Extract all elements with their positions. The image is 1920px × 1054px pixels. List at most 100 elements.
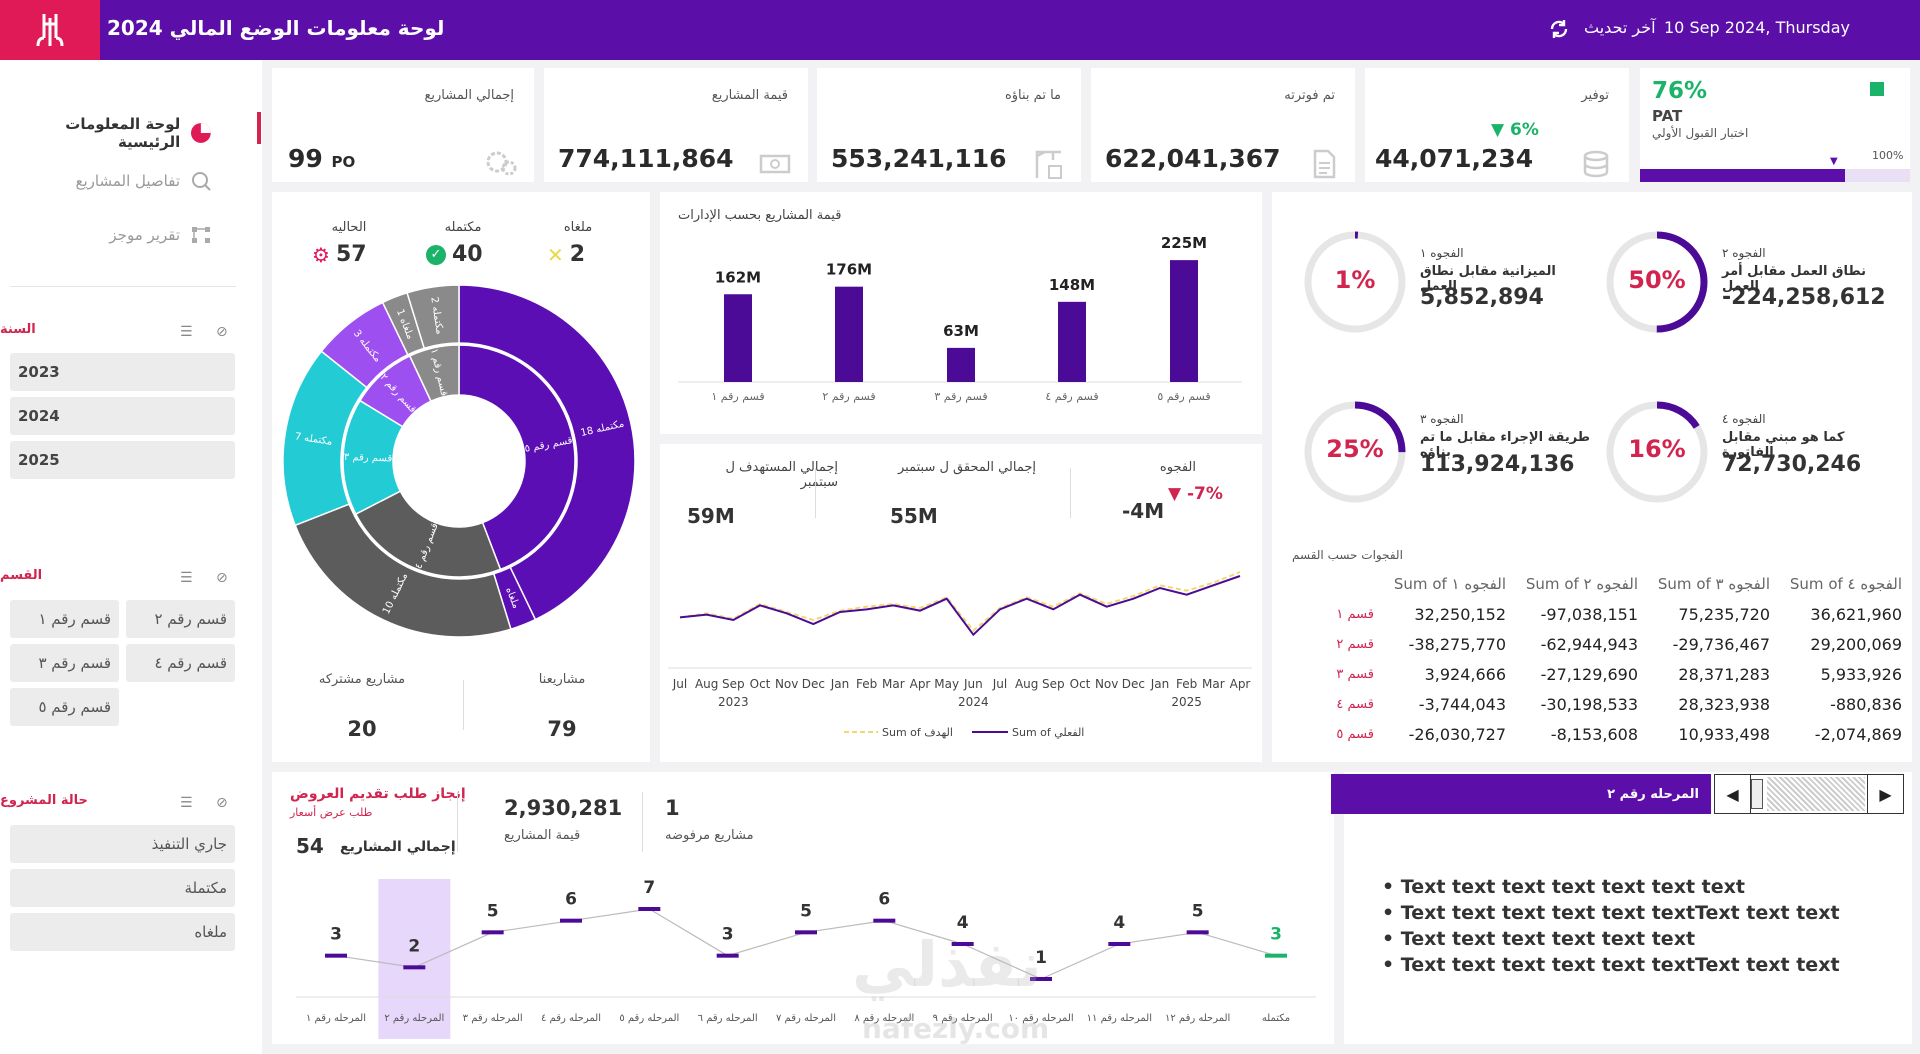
kpi-label: توفير xyxy=(1581,88,1609,103)
bar xyxy=(835,286,863,382)
clear-filter-icon[interactable]: ⊘ xyxy=(216,324,228,340)
x-tick-label: قسم رقم ٤ xyxy=(1045,390,1098,403)
x-tick-label: Nov xyxy=(775,677,798,691)
target-value: 59M xyxy=(687,504,735,528)
slicer-year-2025[interactable]: 2025 xyxy=(10,441,235,479)
cell: -29,736,467 xyxy=(1672,634,1770,654)
x-tick-label: Aug xyxy=(1015,677,1038,691)
search-chart-icon xyxy=(192,172,211,191)
nav-label: لوحة المعلومات الرئيسية xyxy=(65,115,181,151)
multi-select-icon[interactable]: ☰ xyxy=(180,324,193,340)
money-icon xyxy=(758,148,792,182)
divider xyxy=(642,792,643,852)
cell: -2,074,869 xyxy=(1814,724,1902,744)
year-label: 2024 xyxy=(958,695,989,709)
savings-delta: ▼ 6% xyxy=(1491,120,1539,140)
bar-value-label: 162M xyxy=(715,268,761,286)
kpi-value: 622,041,367 xyxy=(1105,144,1281,173)
x-tick-label: Apr xyxy=(910,677,931,691)
nav-main-dashboard[interactable]: لوحة المعلومات الرئيسية xyxy=(0,115,212,151)
status-cancelled: ✕ 2 xyxy=(547,242,586,267)
slicer-status-cancelled[interactable]: ملغاه xyxy=(10,913,235,951)
app-logo[interactable] xyxy=(0,0,100,60)
gaps-card: 1% الفجوه ١ الميزانية مقابل نطاق العمل 5… xyxy=(1272,192,1912,762)
gauge-2-pct: 50% xyxy=(1628,266,1686,294)
clear-filter-icon[interactable]: ⊘ xyxy=(216,570,228,586)
gear-icon: ⚙ xyxy=(312,242,330,267)
stage-scroll-track[interactable] xyxy=(1767,777,1865,811)
x-tick-label: Jul xyxy=(672,677,687,691)
x-tick-label: المرحله رقم ١ xyxy=(306,1013,366,1024)
stage-marker xyxy=(481,930,504,935)
stage-value-label: قيمة المشاريع xyxy=(504,828,581,843)
divider xyxy=(1070,468,1071,518)
stage-scrollbar[interactable]: ◀ ▶ xyxy=(1714,774,1904,814)
cell: 10,933,498 xyxy=(1678,724,1770,744)
cell: -3,744,043 xyxy=(1418,694,1506,714)
column-header: Sum of الفجوه ٤ xyxy=(1789,575,1902,593)
cross-icon: ✕ xyxy=(547,242,564,267)
bar-value-label: 176M xyxy=(826,261,872,279)
multi-select-icon[interactable]: ☰ xyxy=(180,795,193,811)
kpi-card-total-projects: إجمالي المشاريع 99 PO xyxy=(272,68,534,182)
legend-label: Sum of الفعلي xyxy=(1012,726,1084,739)
nav-summary-report[interactable]: تقرير موجز xyxy=(109,224,212,246)
stage-scroll-thumb[interactable] xyxy=(1751,779,1763,809)
stage-marker xyxy=(1186,930,1209,935)
slicer-status-in-progress[interactable]: جاري التنفيذ xyxy=(10,825,235,863)
stage-next-button[interactable]: ▶ xyxy=(1867,775,1903,813)
slicer-section-5[interactable]: قسم رقم ٥ xyxy=(10,688,119,726)
cell: -38,275,770 xyxy=(1408,634,1506,654)
gauge-2-title: نطاق العمل مقابل أمر العمل xyxy=(1722,264,1866,294)
bar-chart-title: قيمة المشاريع بحسب الإدارات xyxy=(678,208,842,223)
highlight-band xyxy=(378,879,451,1039)
x-tick-label: Feb xyxy=(856,677,877,691)
shared-projects-label: مشاريع مشتركه xyxy=(318,672,406,687)
gauge-1-pct: 1% xyxy=(1334,266,1376,294)
stage-prev-button[interactable]: ◀ xyxy=(1715,775,1751,813)
x-tick-label: Mar xyxy=(882,677,905,691)
our-projects-label: مشاريعنا xyxy=(538,672,586,687)
stage-value-label: 6 xyxy=(878,890,890,910)
column-header: Sum of الفجوه ١ xyxy=(1393,575,1506,593)
stage-selector-label[interactable]: المرحله رقم ٢ xyxy=(1331,774,1711,814)
clear-filter-icon[interactable]: ⊘ xyxy=(216,795,228,811)
status-cancelled-label: ملغاه xyxy=(563,220,593,235)
target-label: إجمالي المستهدف ل سبتمبر xyxy=(725,460,838,490)
sunburst-segment xyxy=(458,284,636,621)
kpi-label: إجمالي المشاريع xyxy=(424,88,514,103)
bar xyxy=(1058,301,1086,382)
gears-icon xyxy=(484,148,518,182)
refresh-icon[interactable] xyxy=(1548,18,1570,40)
gap-pct: ▼ -7% xyxy=(1168,484,1223,504)
x-tick-label: قسم رقم ٥ xyxy=(1157,390,1210,403)
bar xyxy=(1170,260,1198,382)
pat-percent: 76% xyxy=(1652,78,1708,104)
gaps-table-header: Sum of الفجوه ١ Sum of الفجوه ٢ Sum of ا… xyxy=(1290,569,1902,599)
multi-select-icon[interactable]: ☰ xyxy=(180,570,193,586)
cell: -880,836 xyxy=(1830,694,1902,714)
slicer-section-2[interactable]: قسم رقم ٢ xyxy=(126,600,235,638)
cell: 75,235,720 xyxy=(1678,604,1770,624)
header-date: 10 Sep 2024, Thursday xyxy=(1664,18,1850,37)
slicer-section-4[interactable]: قسم رقم ٤ xyxy=(126,644,235,682)
stage-marker xyxy=(1265,953,1287,958)
x-tick-label: مكتمله xyxy=(1262,1013,1290,1024)
status-completed: ✓ 40 xyxy=(426,242,483,267)
stage-marker xyxy=(560,918,582,923)
column-header: Sum of الفجوه ٢ xyxy=(1525,575,1638,593)
bullet-item: • Text text text text text textText text… xyxy=(1382,902,1840,924)
nav-project-details[interactable]: تفاصيل المشاريع xyxy=(76,170,213,192)
stage-marker xyxy=(638,907,661,911)
stage-value-label: 3 xyxy=(330,925,342,945)
dept-bar-chart: 162M قسم رقم ١ 176M قسم رقم ٢ 63M قسم رقم ٣ 14… xyxy=(678,234,1242,403)
slicer-year-2024[interactable]: 2024 xyxy=(10,397,235,435)
slicer-section-3[interactable]: قسم رقم ٣ xyxy=(10,644,119,682)
slicer-section-1[interactable]: قسم رقم ١ xyxy=(10,600,119,638)
table-row: قسم ٥ -26,030,727 -8,153,608 10,933,498 … xyxy=(1290,719,1902,749)
slicer-status-completed[interactable]: مكتملة xyxy=(10,869,235,907)
watermark: نفذلي xyxy=(852,928,1042,1001)
slicer-year-2023[interactable]: 2023 xyxy=(10,353,235,391)
stage-marker xyxy=(1108,942,1131,946)
cell: 28,323,938 xyxy=(1678,694,1770,714)
